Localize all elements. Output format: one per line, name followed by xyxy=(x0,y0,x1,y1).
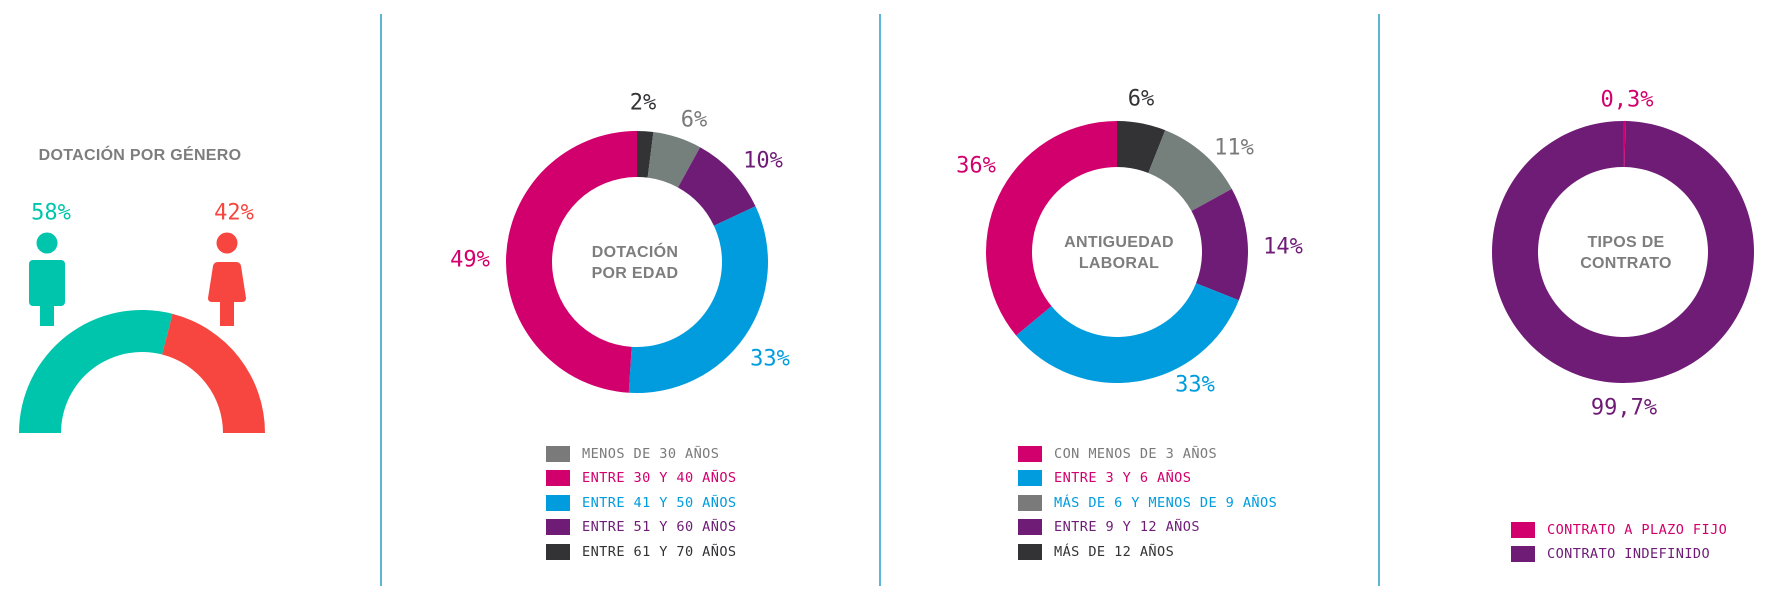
female-icon xyxy=(208,232,246,326)
tenure-legend-swatch xyxy=(1018,519,1042,536)
tenure-slice-2 xyxy=(1016,283,1239,383)
gender-slice-2 xyxy=(162,313,265,433)
age-legend-label: ENTRE 51 Y 60 AÑOS xyxy=(582,519,737,536)
age-label-30-40: 49% xyxy=(450,247,490,273)
age-slice-5 xyxy=(637,131,654,178)
tenure-slice-1 xyxy=(985,121,1117,336)
contract-legend: CONTRATO A PLAZO FIJO CONTRATO INDEFINID… xyxy=(1511,519,1727,568)
age-label-41-50: 33% xyxy=(750,346,790,372)
tenure-chart-title-line-1: ANTIGUEDAD xyxy=(1064,234,1174,251)
gender-male-percent: 58% xyxy=(31,200,71,226)
contract-label-indefinite: 99,7% xyxy=(1590,395,1658,421)
contract-legend-label: CONTRATO A PLAZO FIJO xyxy=(1547,521,1728,538)
age-legend-label: ENTRE 30 Y 40 AÑOS xyxy=(582,470,737,487)
tenure-slice-5 xyxy=(1117,121,1166,173)
age-label-51-60: 10% xyxy=(743,148,783,174)
contract-legend-item-indefinite: CONTRATO INDEFINIDO xyxy=(1511,544,1727,565)
tenure-legend-item-3-6: ENTRE 3 Y 6 AÑOS xyxy=(1018,468,1277,489)
tenure-legend-swatch xyxy=(1018,445,1042,462)
age-legend-swatch xyxy=(546,470,570,487)
age-label-under-30: 6% xyxy=(680,107,708,133)
age-legend-label: MENOS DE 30 AÑOS xyxy=(582,445,720,462)
tenure-label-over-12: 6% xyxy=(1127,86,1155,112)
age-legend-swatch xyxy=(546,543,570,560)
divider-1 xyxy=(380,14,382,586)
tenure-legend-item-under-3: CON MENOS DE 3 AÑOS xyxy=(1018,443,1277,464)
gender-chart-title: DOTACIÓN POR GÉNERO xyxy=(38,147,242,164)
contract-label-fixed: 0,3% xyxy=(1600,87,1654,113)
tenure-legend-label: ENTRE 9 Y 12 AÑOS xyxy=(1054,519,1200,536)
age-slice-1 xyxy=(647,132,701,188)
age-legend-swatch xyxy=(546,494,570,511)
tenure-legend-item-over-12: MÁS DE 12 AÑOS xyxy=(1018,541,1277,562)
age-legend-item-51-60: ENTRE 51 Y 60 AÑOS xyxy=(546,517,737,538)
age-label-61-70: 2% xyxy=(629,90,657,116)
divider-2 xyxy=(879,14,881,586)
age-legend-item-30-40: ENTRE 30 Y 40 AÑOS xyxy=(546,468,737,489)
age-legend-item-61-70: ENTRE 61 Y 70 AÑOS xyxy=(546,541,737,562)
tenure-label-9-12: 14% xyxy=(1263,234,1303,260)
age-legend-item-under-30: MENOS DE 30 AÑOS xyxy=(546,443,737,464)
tenure-label-3-6: 33% xyxy=(1175,372,1215,398)
gender-female-percent: 42% xyxy=(214,200,254,226)
age-legend: MENOS DE 30 AÑOS ENTRE 30 Y 40 AÑOS ENTR… xyxy=(546,443,737,566)
tenure-chart-title-line-2: LABORAL xyxy=(1078,255,1160,272)
tenure-legend-label: MÁS DE 6 Y MENOS DE 9 AÑOS xyxy=(1054,494,1278,511)
age-legend-item-41-50: ENTRE 41 Y 50 AÑOS xyxy=(546,492,737,513)
tenure-chart-title: ANTIGUEDAD LABORAL xyxy=(1044,232,1194,274)
age-chart-title-line-1: DOTACIÓN xyxy=(591,244,679,261)
age-chart-title-line-2: POR EDAD xyxy=(591,265,679,282)
tenure-legend-swatch xyxy=(1018,543,1042,560)
contract-legend-item-fixed: CONTRATO A PLAZO FIJO xyxy=(1511,519,1727,540)
tenure-legend-label: MÁS DE 12 AÑOS xyxy=(1054,543,1175,560)
age-legend-swatch xyxy=(546,445,570,462)
age-legend-swatch xyxy=(546,519,570,536)
contract-legend-swatch xyxy=(1511,521,1535,538)
contract-slice-1 xyxy=(1623,121,1626,168)
tenure-legend-swatch xyxy=(1018,494,1042,511)
tenure-slice-4 xyxy=(1191,188,1248,301)
age-legend-label: ENTRE 61 Y 70 AÑOS xyxy=(582,543,737,560)
tenure-legend-label: ENTRE 3 Y 6 AÑOS xyxy=(1054,470,1192,487)
tenure-legend-swatch xyxy=(1018,470,1042,487)
contract-chart-title: TIPOS DE CONTRATO xyxy=(1551,232,1701,274)
tenure-legend: CON MENOS DE 3 AÑOS ENTRE 3 Y 6 AÑOS MÁS… xyxy=(1018,443,1277,566)
tenure-label-6-9: 11% xyxy=(1214,135,1254,161)
divider-3 xyxy=(1378,14,1380,586)
contract-legend-label: CONTRATO INDEFINIDO xyxy=(1547,546,1711,563)
tenure-label-under-3: 36% xyxy=(956,153,996,179)
male-icon xyxy=(29,232,65,326)
contract-chart-title-line-2: CONTRATO xyxy=(1580,255,1672,272)
age-legend-label: ENTRE 41 Y 50 AÑOS xyxy=(582,494,737,511)
age-slice-3 xyxy=(628,206,768,394)
contract-legend-swatch xyxy=(1511,546,1535,563)
tenure-legend-label: CON MENOS DE 3 AÑOS xyxy=(1054,445,1218,462)
tenure-legend-item-9-12: ENTRE 9 Y 12 AÑOS xyxy=(1018,517,1277,538)
age-chart-title: DOTACIÓN POR EDAD xyxy=(560,242,710,284)
gender-slice-1 xyxy=(19,309,173,433)
tenure-legend-item-6-9: MÁS DE 6 Y MENOS DE 9 AÑOS xyxy=(1018,492,1277,513)
contract-chart-title-line-1: TIPOS DE xyxy=(1587,234,1665,251)
